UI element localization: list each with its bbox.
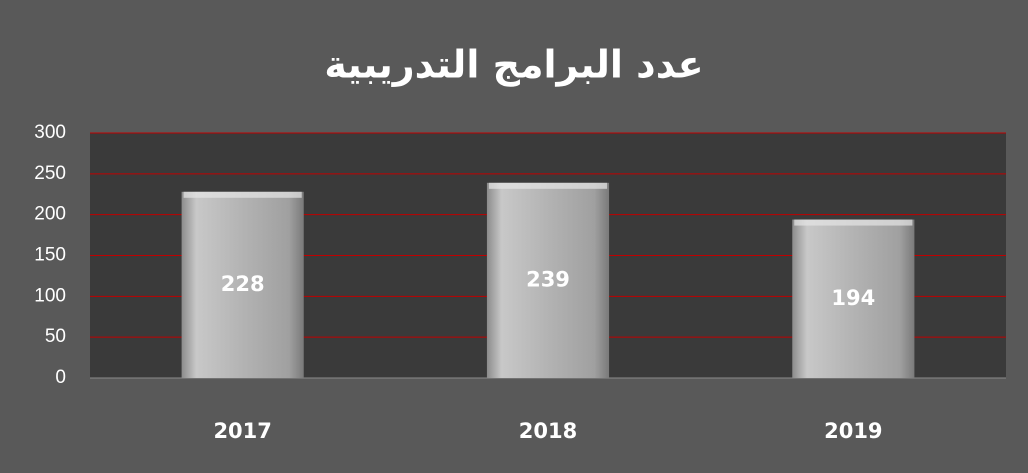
bar (181, 191, 304, 378)
chart-title: عدد البرامج التدريبية (324, 43, 703, 87)
y-tick-label: 100 (34, 285, 66, 306)
x-tick-label: 2018 (519, 419, 577, 443)
bar-bevel (794, 219, 913, 226)
y-tick-label: 150 (34, 245, 66, 266)
y-tick-label: 0 (55, 367, 66, 388)
data-label: 194 (831, 286, 875, 310)
data-label: 239 (526, 267, 570, 291)
data-label: 228 (221, 272, 265, 296)
y-tick-label: 50 (45, 326, 66, 347)
bar-bevel (488, 182, 608, 189)
y-tick-label: 250 (34, 163, 66, 184)
bar (486, 182, 610, 378)
bar-bevel (183, 191, 302, 198)
x-tick-label: 2017 (213, 419, 271, 443)
y-tick-label: 200 (34, 204, 66, 225)
x-tick-label: 2019 (824, 419, 882, 443)
y-tick-label: 300 (34, 122, 66, 143)
bar (792, 219, 915, 378)
